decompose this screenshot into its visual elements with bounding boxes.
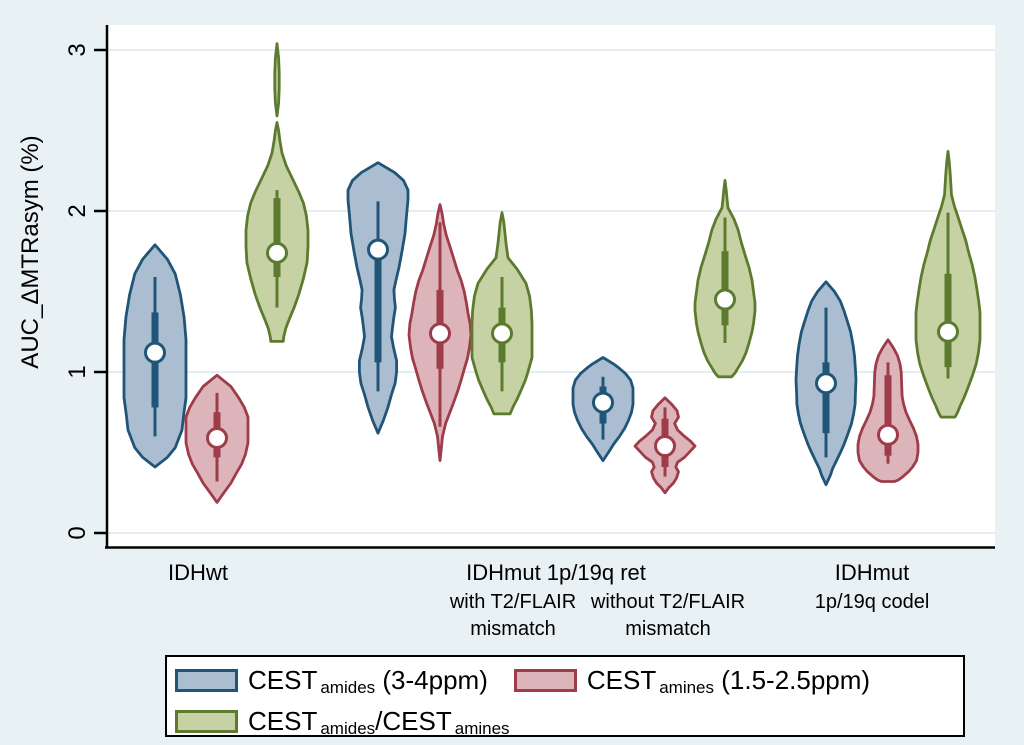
legend-entry-ratio: CEST amides/CEST amines bbox=[175, 706, 510, 738]
legend-label-subscript: amides bbox=[320, 678, 376, 697]
x-sublabel-without-mismatch: without T2/FLAIR mismatch bbox=[590, 591, 746, 640]
violin-amines-idhmut-codel-median bbox=[877, 423, 899, 446]
y-tick-label-1: 1 bbox=[64, 365, 91, 379]
violin-ratio-idhmut-ret-without-mismatch-median bbox=[714, 288, 736, 311]
legend-label-text: (3-4ppm) bbox=[375, 665, 488, 695]
violin-amines-idhwt-median bbox=[206, 427, 228, 450]
violin-amides-idhmut-ret-with-mismatch-box bbox=[374, 252, 382, 363]
legend-swatch-ratio bbox=[175, 710, 238, 733]
legend-label-subscript: amines bbox=[659, 678, 715, 697]
violin-amines-idhmut-ret-without-mismatch-median bbox=[654, 435, 676, 458]
legend-entry-amines: CEST amines (1.5-2.5ppm) bbox=[513, 665, 871, 697]
legend-label-text: CEST bbox=[248, 665, 318, 695]
legend-label-subscript: amides bbox=[320, 719, 376, 738]
legend-swatch-amines bbox=[513, 669, 577, 692]
legend-label-subscript: amines bbox=[454, 719, 510, 738]
x-label-idhmut-codel: 1p/19q codel bbox=[814, 591, 930, 613]
violin-ratio-idhmut-ret-with-mismatch-median bbox=[491, 322, 513, 345]
violin-amines-idhmut-ret-with-mismatch-median bbox=[429, 322, 451, 345]
legend-row-2: CEST amides/CEST amines bbox=[175, 706, 963, 738]
y-tick-label-2: 2 bbox=[64, 204, 91, 218]
violin-amides-idhmut-ret-with-mismatch-median bbox=[367, 238, 389, 261]
violin-ratio-idhwt-median bbox=[266, 241, 288, 264]
y-tick-label-0: 0 bbox=[64, 526, 91, 540]
legend-label-text: CEST bbox=[586, 665, 657, 695]
legend-entry-amides: CEST amides (3-4ppm) bbox=[175, 665, 488, 697]
violin-amides-idhmut-codel-median bbox=[815, 372, 837, 395]
legend: CEST amides (3-4ppm) CEST amines (1.5-2.5pp… bbox=[165, 655, 965, 738]
legend-label-ratio: CEST amides/CEST amines bbox=[248, 706, 510, 738]
violin-amides-idhmut-ret-without-mismatch-median bbox=[592, 391, 614, 414]
y-axis-title: AUC_ΔMTRasym (%) bbox=[17, 135, 44, 369]
x-sublabel-with-mismatch: with T2/FLAIR mismatch bbox=[449, 591, 577, 640]
y-tick-label-3: 3 bbox=[64, 43, 91, 57]
plot-area bbox=[107, 25, 995, 548]
legend-label-amides: CEST amides (3-4ppm) bbox=[248, 665, 488, 697]
violin-ratio-idhwt-box bbox=[273, 198, 281, 278]
legend-label-text: /CEST bbox=[375, 706, 452, 736]
violin-ratio-idhmut-ret-without-mismatch-box bbox=[721, 251, 729, 326]
violin-ratio-idhmut-codel-box bbox=[944, 273, 952, 368]
violin-ratio-idhwt-body bbox=[273, 42, 281, 118]
violin-amides-idhwt-median bbox=[144, 341, 166, 364]
legend-row-1: CEST amides (3-4ppm) CEST amines (1.5-2.5pp… bbox=[175, 665, 963, 697]
legend-label-amines: CEST amines (1.5-2.5ppm) bbox=[586, 665, 871, 697]
x-label-idhwt: IDHwt bbox=[168, 560, 228, 585]
legend-label-text: CEST bbox=[248, 706, 318, 736]
violin-amides-idhmut-codel-box bbox=[822, 362, 830, 434]
legend-label-text: (1.5-2.5ppm) bbox=[714, 665, 871, 695]
legend-swatch-amides bbox=[175, 669, 238, 692]
x-label-idhmut: IDHmut bbox=[834, 560, 910, 585]
x-label-idhmut-ret: IDHmut 1p/19q ret bbox=[466, 560, 646, 585]
violin-ratio-idhmut-codel-median bbox=[937, 320, 959, 343]
violin-amines-idhmut-codel-box bbox=[884, 375, 892, 456]
